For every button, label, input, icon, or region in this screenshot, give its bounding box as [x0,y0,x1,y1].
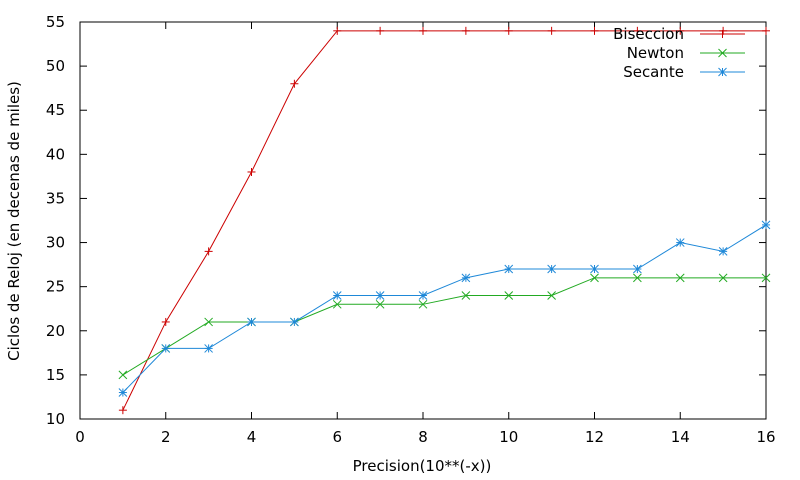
legend-entry-newton: Newton [627,44,745,62]
legend-entry-biseccion: Biseccion [613,25,745,43]
y-tick-label: 40 [46,145,65,163]
data-point-newton [118,370,128,380]
data-point-secante [290,317,299,327]
data-point-biseccion [290,79,299,88]
plot-frame [79,21,767,420]
data-point-secante [547,264,556,274]
y-tick-label: 10 [46,410,65,428]
data-point-secante [633,264,642,274]
data-point-secante [590,264,599,274]
data-point-biseccion [333,26,342,35]
x-tick-label: 0 [75,428,85,446]
legend-marker-biseccion [718,30,727,38]
data-point-newton [761,273,771,283]
data-point-newton [504,291,514,300]
axes [79,21,767,420]
x-tick-label: 6 [332,428,342,446]
data-point-newton [418,299,428,309]
data-point-newton [204,317,213,327]
series-newton [118,273,771,380]
legend-label-secante: Secante [623,63,684,81]
data-point-secante [247,317,256,327]
x-tick-label: 14 [671,428,690,446]
x-tick-label: 16 [756,428,775,446]
data-point-newton [633,273,642,283]
data-point-biseccion [419,26,427,35]
data-point-biseccion [461,26,470,35]
x-tick-label: 2 [161,428,171,446]
x-tick-label: 10 [499,428,518,446]
series-group [118,26,771,415]
data-point-biseccion [161,317,170,326]
data-point-secante [332,291,342,300]
y-tick-label: 45 [46,101,65,119]
legend-marker-secante [718,67,727,77]
data-point-secante [675,238,685,247]
data-point-biseccion [590,26,599,35]
y-tick-label: 15 [46,366,65,384]
y-tick-label: 55 [46,13,65,31]
x-tick-label: 12 [585,428,604,446]
data-point-newton [375,299,385,309]
y-tick-label: 25 [46,278,65,296]
data-point-biseccion [547,26,556,35]
data-point-secante [204,344,213,353]
y-tick-label: 20 [46,322,65,340]
series-secante [118,220,771,397]
data-point-newton [590,273,599,283]
y-tick-label: 35 [46,189,65,207]
series-biseccion [118,26,770,415]
data-point-biseccion [118,406,127,415]
data-point-biseccion [504,26,513,35]
data-point-newton [547,291,556,300]
data-point-biseccion [633,26,642,35]
y-tick-label: 30 [46,234,65,252]
data-point-secante [375,291,385,300]
data-point-secante [504,264,514,274]
data-point-secante [461,273,471,283]
data-point-secante [718,247,728,256]
data-point-biseccion [762,26,770,35]
y-axis-title: Ciclos de Reloj (en decenas de miles) [5,81,23,361]
series-line-secante [122,224,767,393]
x-tick-label: 4 [247,428,257,446]
data-point-newton [718,273,728,283]
data-point-biseccion [676,26,685,35]
data-point-secante [118,388,128,397]
data-point-newton [675,273,685,283]
data-point-biseccion [719,26,728,35]
legend-entry-secante: Secante [623,63,745,81]
legend-label-newton: Newton [627,44,684,62]
x-axis-title: Precision(10**(-x)) [353,457,492,475]
data-point-newton [332,299,342,309]
data-point-secante [161,344,171,353]
legend-label-biseccion: Biseccion [613,25,684,43]
series-line-newton [122,277,766,376]
y-tick-label: 50 [46,57,65,75]
data-point-secante [761,220,771,230]
tick-labels: 0 2 4 6 8 10 12 14 16 10 15 20 25 30 35 40 45 50 55 [46,13,776,446]
data-point-secante [418,291,428,300]
data-point-newton [461,291,471,300]
data-point-biseccion [376,26,385,35]
legend-marker-newton [718,48,727,58]
data-point-biseccion [204,247,213,256]
series-line-biseccion [122,30,766,411]
x-tick-label: 8 [418,428,428,446]
data-point-biseccion [247,167,256,176]
